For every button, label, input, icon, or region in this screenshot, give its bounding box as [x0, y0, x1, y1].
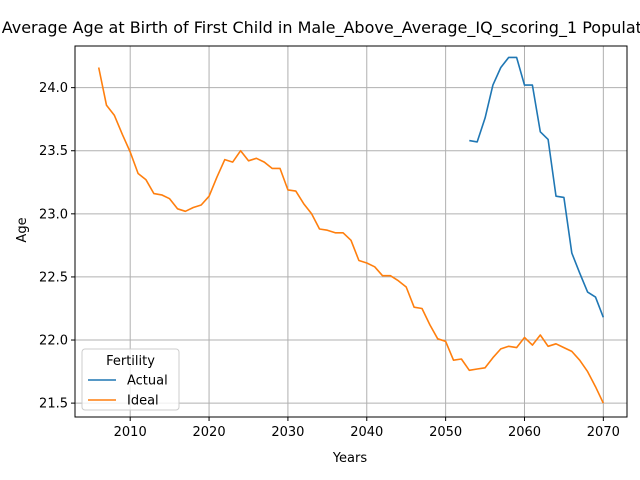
legend-title: Fertility — [106, 354, 155, 369]
y-tick-label: 24.0 — [39, 81, 68, 96]
y-tick-label: 23.5 — [39, 144, 68, 159]
x-tick-label: 2040 — [350, 425, 383, 440]
legend-label-actual: Actual — [127, 374, 168, 389]
x-tick-label: 2060 — [508, 425, 541, 440]
y-tick-label: 21.5 — [39, 397, 68, 412]
y-tick-label: 22.0 — [39, 334, 68, 349]
chart-title: Average Age at Birth of First Child in M… — [2, 18, 640, 38]
x-axis-title: Years — [332, 451, 368, 466]
x-tick-label: 2010 — [114, 425, 147, 440]
y-axis: 21.5 22.0 22.5 23.0 23.5 24.0 — [39, 81, 75, 412]
series-line-ideal — [97, 67, 605, 404]
legend: Fertility Actual Ideal — [81, 348, 180, 411]
x-tick-label: 2030 — [271, 425, 304, 440]
y-axis-title: Age — [15, 217, 30, 242]
y-tick-label: 23.0 — [39, 207, 68, 222]
grid — [75, 46, 627, 417]
x-axis: 2010 2020 2030 2040 2050 2060 2070 — [114, 417, 620, 440]
x-tick-label: 2050 — [429, 425, 462, 440]
plot-frame — [74, 45, 628, 418]
series-line-actual — [469, 56, 605, 318]
x-tick-label: 2020 — [193, 425, 226, 440]
legend-label-ideal: Ideal — [127, 394, 159, 409]
legend-box — [81, 348, 180, 411]
x-tick-label: 2070 — [587, 425, 620, 440]
y-tick-label: 22.5 — [39, 270, 68, 285]
series-lines — [97, 56, 605, 404]
